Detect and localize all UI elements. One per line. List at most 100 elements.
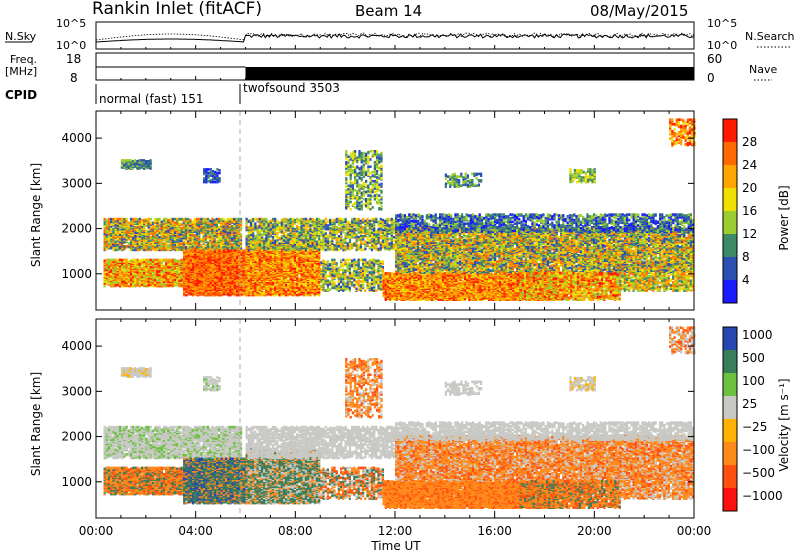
power-cell: [127, 242, 130, 245]
power-cell: [127, 284, 130, 288]
power-cell: [189, 244, 192, 247]
power-cell: [237, 227, 240, 231]
power-cell: [200, 231, 203, 234]
power-cell: [231, 231, 234, 234]
power-cell: [217, 239, 221, 243]
power-cell: [110, 258, 113, 262]
power-cell: [160, 220, 163, 224]
power-cell: [167, 269, 170, 272]
power-cell: [169, 226, 172, 230]
power-cell: [114, 266, 117, 270]
power-cell: [154, 258, 157, 262]
power-cell: [118, 217, 122, 221]
power-cell: [237, 244, 240, 247]
power-cell: [116, 244, 119, 247]
power-cell: [116, 246, 119, 250]
power-cell: [147, 217, 150, 221]
power-cell: [198, 237, 201, 241]
power-cell: [198, 226, 201, 229]
power-cell: [138, 228, 141, 232]
power-cell: [107, 233, 111, 236]
power-cell: [118, 230, 122, 234]
power-cell: [125, 226, 128, 229]
power-cell: [125, 234, 128, 237]
power-cell: [176, 224, 179, 227]
power-cell: [184, 247, 188, 251]
power-cell: [180, 223, 183, 226]
power-cell: [247, 267, 250, 271]
power-cell: [222, 226, 225, 230]
power-cell: [125, 269, 128, 272]
power-cell: [167, 275, 170, 279]
power-cell: [149, 248, 152, 252]
power-cell: [165, 229, 168, 233]
power-cell: [222, 275, 225, 279]
power-cell: [145, 272, 148, 275]
power-cell: [171, 229, 174, 233]
power-cell: [143, 281, 146, 284]
power-cell: [132, 223, 135, 226]
power-cell: [192, 250, 195, 253]
power-cell: [156, 284, 159, 288]
power-cell: [189, 235, 192, 238]
power-cell: [191, 235, 194, 239]
power-cell: [138, 239, 141, 243]
power-cell: [116, 272, 119, 275]
power-cell: [110, 278, 113, 282]
power-cell: [256, 259, 259, 263]
power-cell: [215, 247, 218, 251]
power-cell: [200, 227, 203, 231]
power-cell: [200, 226, 203, 229]
power-cell: [160, 242, 163, 245]
power-cell: [143, 235, 146, 238]
power-cell: [202, 245, 205, 249]
power-cell: [218, 292, 221, 295]
power-cell: [200, 247, 203, 251]
nsky-series: [95, 33, 695, 49]
power-cell: [228, 236, 232, 240]
power-cell: [160, 226, 163, 229]
freq-series: [95, 66, 246, 80]
power-cell: [129, 259, 133, 263]
power-cell: [151, 235, 155, 238]
power-cell: [145, 248, 148, 252]
power-cell: [198, 232, 201, 235]
power-cell: [167, 282, 170, 285]
power-cell: [235, 221, 238, 225]
power-cell: [191, 246, 194, 250]
power-cell: [231, 233, 234, 236]
power-cell: [138, 248, 141, 252]
power-cell: [121, 280, 124, 283]
power-cell: [162, 226, 166, 229]
power-cell: [158, 217, 161, 221]
power-cell: [218, 249, 221, 253]
power-cell: [162, 231, 166, 234]
power-cell: [254, 289, 257, 292]
power-cell: [127, 260, 130, 263]
power-cell: [154, 233, 157, 236]
power-cell: [151, 242, 155, 245]
power-cell: [171, 232, 174, 235]
power-cell: [118, 272, 122, 275]
power-cell: [112, 219, 115, 223]
power-cell: [195, 226, 199, 230]
power-cell: [173, 217, 177, 221]
power-cell: [209, 243, 212, 246]
power-cell: [136, 264, 139, 268]
power-cell: [107, 230, 111, 234]
power-cell: [220, 236, 223, 240]
power-cell: [151, 281, 155, 284]
power-cell: [103, 259, 106, 263]
power-cell: [156, 244, 159, 247]
power-cell: [154, 278, 157, 282]
power-cell: [173, 278, 177, 282]
power-cell: [143, 238, 146, 242]
station-title: Rankin Inlet (fitACF): [92, 0, 262, 19]
power-cell: [110, 225, 113, 228]
power-cell: [222, 219, 225, 223]
power-cell: [229, 273, 232, 276]
power-cell: [215, 223, 218, 226]
power-cell: [110, 217, 113, 221]
power-cell: [180, 245, 183, 249]
power-cell: [129, 221, 133, 225]
